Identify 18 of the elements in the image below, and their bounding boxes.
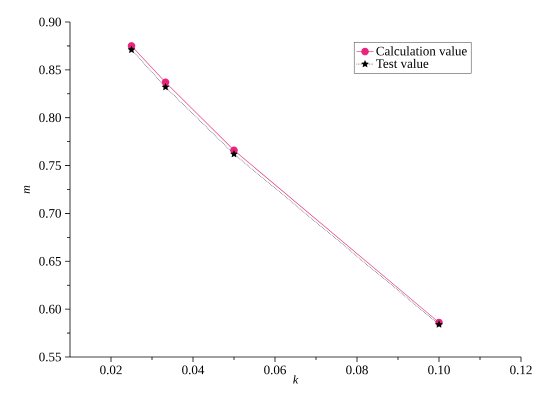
- legend-label: Calculation value: [376, 46, 467, 56]
- x-tick-label: 0.10: [428, 366, 450, 374]
- x-tick-label: 0.04: [182, 366, 204, 374]
- y-tick-label: 0.85: [39, 65, 61, 74]
- y-tick-label: 0.75: [39, 161, 61, 170]
- x-axis-title: k: [293, 375, 298, 384]
- y-tick-label: 0.55: [39, 352, 61, 362]
- legend-label: Test value: [376, 58, 428, 68]
- y-tick-label: 0.90: [39, 18, 61, 26]
- x-tick-label: 0.06: [264, 366, 286, 374]
- y-tick-label: 0.60: [39, 304, 61, 314]
- y-tick-label: 0.65: [39, 256, 61, 266]
- y-axis-title: m: [24, 186, 30, 194]
- x-tick-label: 0.08: [346, 366, 368, 374]
- x-tick-label: 0.02: [100, 366, 122, 374]
- y-tick-label: 0.80: [39, 113, 61, 122]
- y-tick-label: 0.70: [39, 209, 61, 218]
- x-tick-label: 0.12: [510, 366, 532, 374]
